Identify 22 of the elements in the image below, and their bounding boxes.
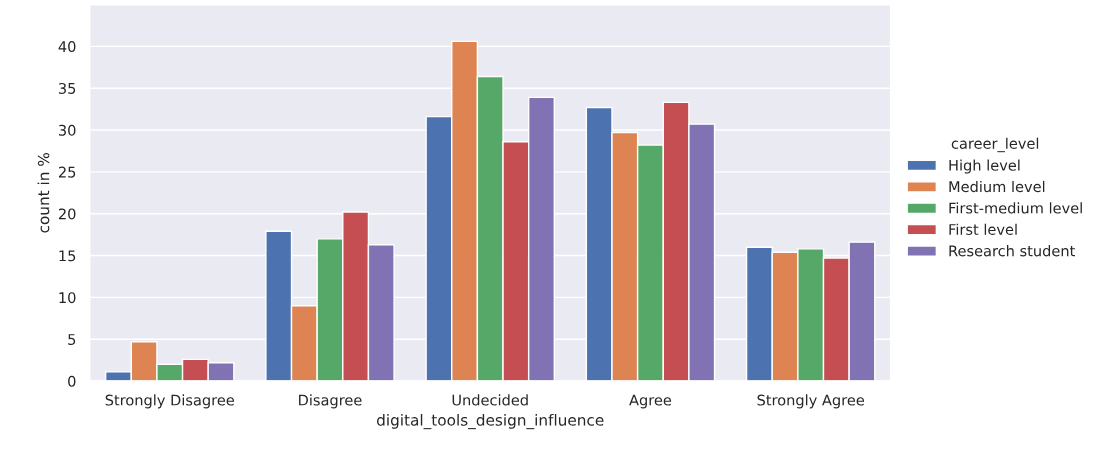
y-tick-label: 5: [68, 334, 76, 345]
y-axis-title: count in %: [37, 153, 50, 233]
x-tick-label: Strongly Disagree: [105, 394, 234, 409]
legend-label: Medium level: [949, 180, 1045, 193]
legend-label: First-medium level: [949, 202, 1082, 214]
y-tick-label: 0: [68, 375, 76, 387]
y-tick-label: 30: [58, 124, 76, 136]
x-tick-label: Agree: [629, 394, 672, 409]
legend-label: High level: [949, 159, 1020, 174]
y-tick-label: 20: [58, 208, 76, 220]
y-tick-label: 25: [58, 166, 76, 178]
legend-title: career_level: [951, 137, 1039, 153]
y-tick-label: 40: [58, 41, 76, 53]
y-tick-label: 10: [59, 292, 76, 304]
legend-label: First level: [949, 223, 1017, 235]
y-tick-label: 15: [59, 250, 76, 262]
y-tick-label: 35: [58, 82, 76, 94]
x-tick-label: Undecided: [452, 394, 528, 406]
x-tick-label: Strongly Agree: [757, 394, 865, 409]
x-axis-title: digital_tools_design_influence: [377, 413, 604, 430]
legend-label: Research student: [949, 245, 1075, 257]
x-tick-label: Disagree: [299, 394, 362, 409]
